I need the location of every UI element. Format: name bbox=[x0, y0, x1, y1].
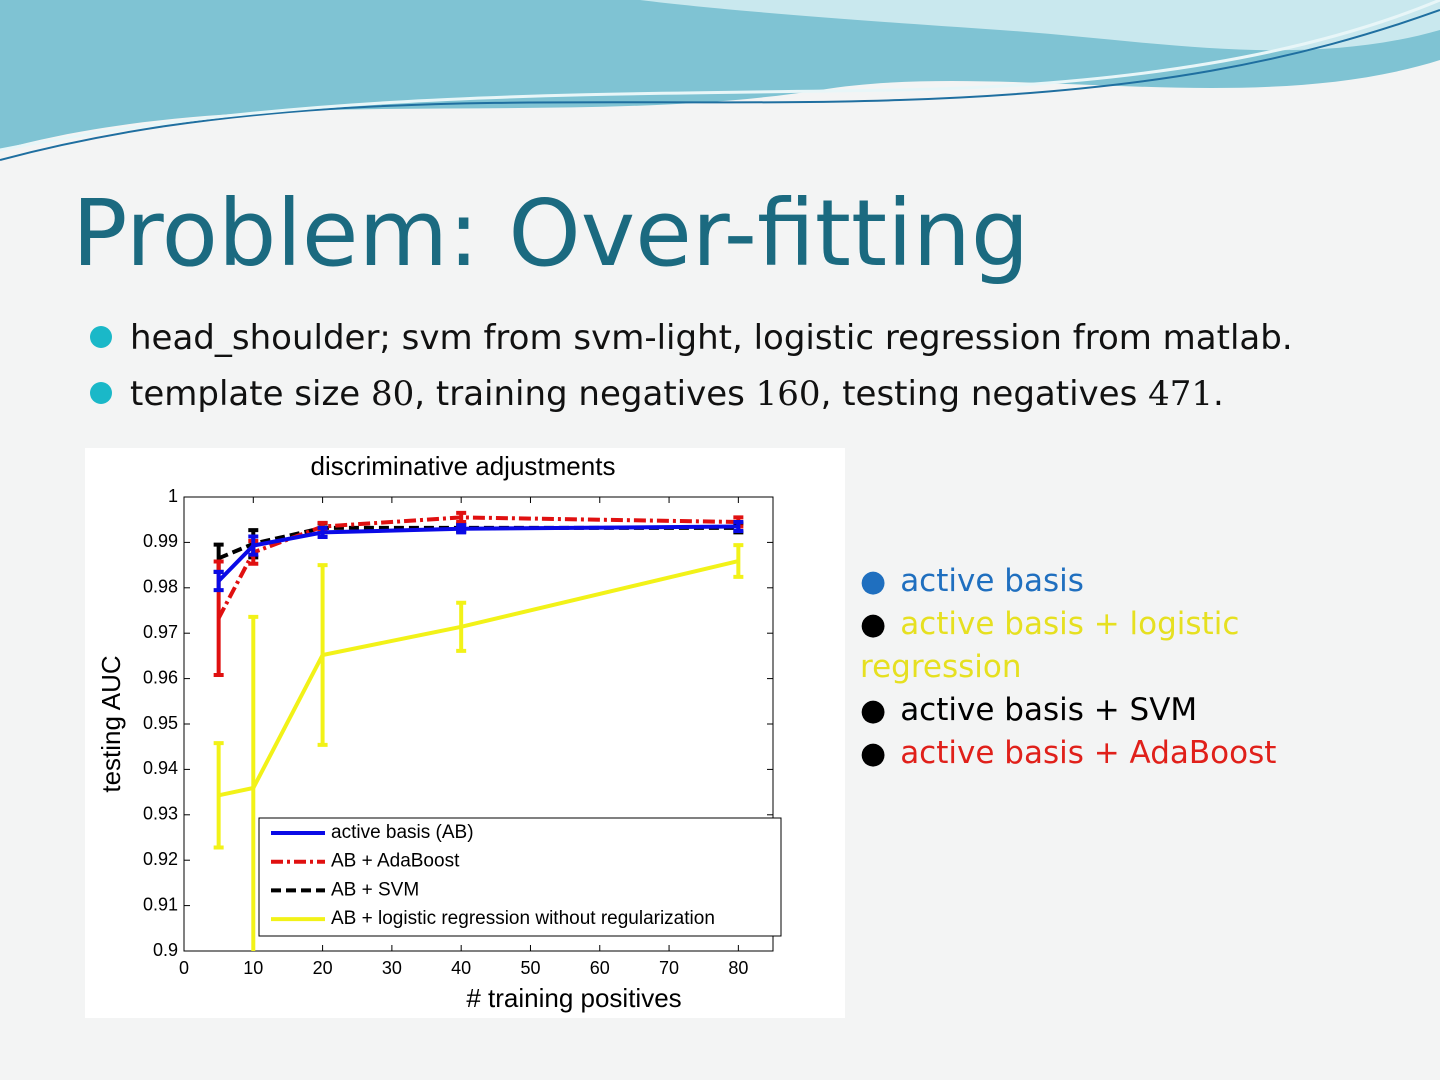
bullet-text: 471 bbox=[1148, 374, 1213, 414]
error-bar bbox=[213, 569, 224, 593]
x-tick-label: 30 bbox=[382, 958, 402, 978]
legend-label: active basis (AB) bbox=[331, 822, 474, 843]
y-axis-label: testing AUC bbox=[96, 655, 126, 792]
error-bar bbox=[733, 519, 744, 534]
x-axis-label: # training positives bbox=[466, 983, 681, 1013]
x-tick-label: 70 bbox=[659, 958, 679, 978]
y-tick-label: 0.97 bbox=[143, 622, 178, 642]
bullet-text: head_shoulder; svm from svm-light, logis… bbox=[130, 318, 1293, 358]
legend-label: AB + AdaBoost bbox=[331, 851, 460, 872]
slide-title: Problem: Over-fitting bbox=[72, 180, 1030, 287]
header-waves bbox=[0, 0, 1440, 161]
bullet: template size 80, training negatives 160… bbox=[88, 374, 1293, 430]
error-bar bbox=[213, 741, 224, 850]
x-tick-label: 80 bbox=[728, 958, 748, 978]
y-tick-label: 0.92 bbox=[143, 849, 178, 869]
y-tick-label: 0.94 bbox=[143, 758, 178, 778]
y-tick-label: 0.91 bbox=[143, 894, 178, 914]
side-legend: ● active basis ● active basis + logistic re… bbox=[860, 560, 1300, 775]
side-legend-item: ● active basis + logistic regression bbox=[860, 603, 1300, 689]
side-legend-text: active basis bbox=[900, 563, 1084, 599]
side-legend-dot: ● bbox=[860, 607, 887, 642]
bullet-text: template size bbox=[130, 374, 372, 414]
bullet-text: . bbox=[1213, 374, 1224, 414]
series-line bbox=[218, 559, 739, 798]
side-legend-item: ● active basis + SVM bbox=[860, 689, 1300, 732]
side-legend-text: active basis + SVM bbox=[900, 692, 1198, 728]
legend-box bbox=[258, 817, 782, 937]
bullet-text: , training negatives bbox=[414, 374, 756, 414]
y-tick-label: 0.98 bbox=[143, 577, 178, 597]
chart-title: discriminative adjustments bbox=[311, 451, 616, 481]
bullet-text: 160 bbox=[755, 374, 821, 414]
x-tick-label: 50 bbox=[520, 958, 540, 978]
x-tick-label: 20 bbox=[313, 958, 333, 978]
side-legend-item: ● active basis bbox=[860, 560, 1300, 603]
y-tick-label: 0.99 bbox=[143, 531, 178, 551]
side-legend-dot: ● bbox=[860, 564, 887, 599]
chart: discriminative adjustments # training po… bbox=[85, 448, 845, 1018]
y-tick-label: 0.96 bbox=[143, 667, 178, 687]
x-tick-label: 40 bbox=[451, 958, 471, 978]
y-tick-label: 0.93 bbox=[143, 804, 178, 824]
wave bbox=[640, 0, 1440, 51]
bullet: head_shoulder; svm from svm-light, logis… bbox=[88, 318, 1293, 374]
y-tick-label: 0.95 bbox=[143, 713, 178, 733]
wave bbox=[0, 0, 1440, 150]
wave-line bbox=[0, 9, 1440, 161]
y-tick-label: 0.9 bbox=[153, 940, 178, 960]
plot-clip bbox=[213, 510, 744, 951]
side-legend-text: active basis + AdaBoost bbox=[900, 735, 1277, 771]
y-tick-label: 1 bbox=[168, 486, 178, 506]
side-legend-dot: ● bbox=[860, 736, 887, 771]
bullet-text: , testing negatives bbox=[820, 374, 1149, 414]
legend-label: AB + logistic regression without regular… bbox=[331, 908, 715, 929]
error-bar bbox=[733, 543, 744, 579]
side-legend-text: active basis + logistic regression bbox=[860, 606, 1240, 685]
x-tick-label: 10 bbox=[243, 958, 263, 978]
legend-label: AB + SVM bbox=[331, 879, 419, 900]
side-legend-dot: ● bbox=[860, 693, 887, 728]
x-tick-label: 60 bbox=[590, 958, 610, 978]
x-tick-label: 0 bbox=[179, 958, 189, 978]
wave-line bbox=[0, 0, 1440, 152]
bullet-list: head_shoulder; svm from svm-light, logis… bbox=[88, 318, 1293, 430]
bullet-text: 80 bbox=[371, 374, 415, 414]
side-legend-item: ● active basis + AdaBoost bbox=[860, 732, 1300, 775]
series-line bbox=[217, 524, 739, 583]
